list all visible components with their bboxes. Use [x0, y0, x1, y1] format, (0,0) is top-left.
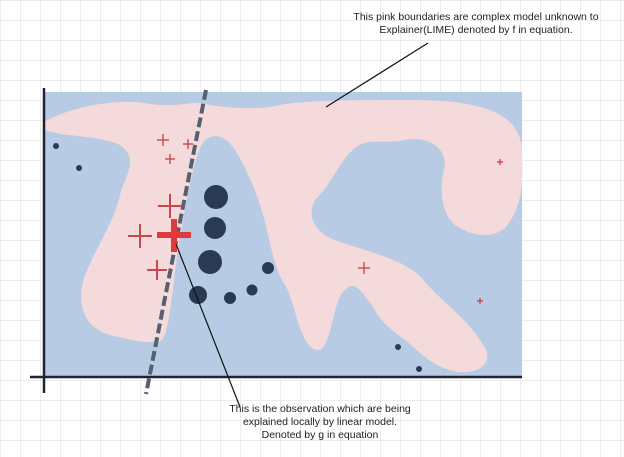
class-dots [53, 143, 422, 372]
cross-marker [157, 134, 169, 146]
observation-annotation-line-1: This is the observation which are being [229, 403, 411, 415]
observation-leader-line [175, 243, 241, 408]
observation-annotation: This is the observation which are being … [200, 403, 440, 442]
cross-marker [497, 159, 503, 165]
cross-marker [165, 154, 175, 164]
dot-marker [262, 262, 274, 274]
pink-boundary-annotation: This pink boundaries are complex model u… [326, 11, 624, 37]
observation-annotation-line-2: explained locally by linear model. [242, 416, 398, 428]
class-crosses [128, 134, 503, 304]
cross-marker [183, 139, 193, 149]
dot-marker [204, 217, 226, 239]
dot-marker [76, 165, 82, 171]
dot-marker [246, 284, 258, 296]
cross-marker [358, 262, 370, 274]
dot-marker [224, 292, 236, 304]
cross-marker [477, 298, 483, 304]
cross-marker [147, 260, 167, 280]
dot-marker [198, 250, 222, 274]
dot-marker [189, 286, 207, 304]
cross-marker [128, 224, 152, 248]
dot-marker [395, 344, 401, 350]
dot-marker [204, 185, 228, 209]
dot-marker [53, 143, 59, 149]
pink-boundary-annotation-line-2: Explainer(LIME) denoted by f in equation… [379, 24, 573, 36]
highlighted-observation-icon [157, 219, 191, 252]
dot-marker [416, 366, 422, 372]
pink-boundary-annotation-line-1: This pink boundaries are complex model u… [353, 11, 599, 23]
observation-annotation-line-3: Denoted by g in equation [261, 429, 379, 441]
pink-boundary-leader-line [325, 42, 429, 108]
cross-marker [158, 194, 182, 218]
